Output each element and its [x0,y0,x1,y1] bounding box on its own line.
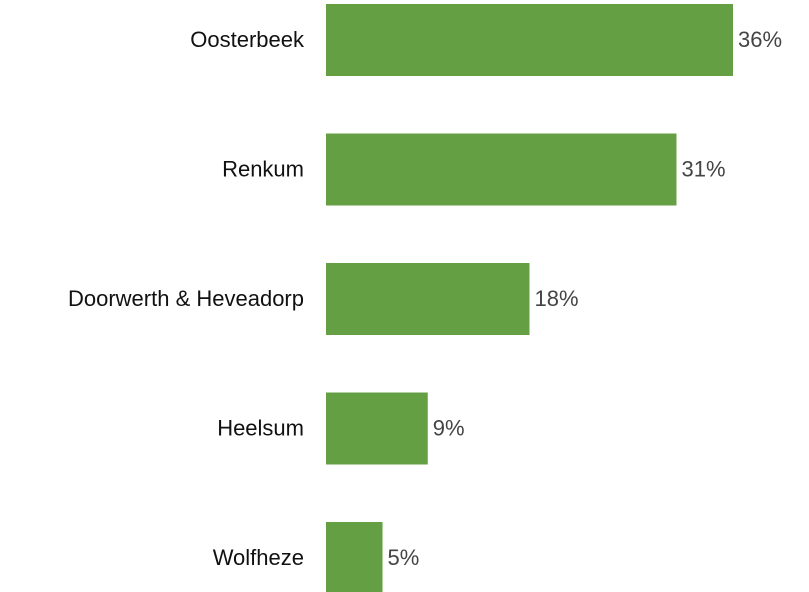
bar [326,522,383,592]
bar [326,263,530,335]
category-label: Wolfheze [213,545,304,570]
category-label: Oosterbeek [190,27,305,52]
value-label: 31% [681,156,725,181]
value-label: 5% [388,545,420,570]
value-label: 18% [535,286,579,311]
bar [326,392,428,465]
value-label: 36% [738,27,782,52]
category-label: Doorwerth & Heveadorp [68,286,304,311]
value-label: 9% [433,415,465,440]
bar [326,133,677,206]
category-label: Heelsum [217,415,304,440]
category-label: Renkum [222,156,304,181]
bar [326,4,733,76]
